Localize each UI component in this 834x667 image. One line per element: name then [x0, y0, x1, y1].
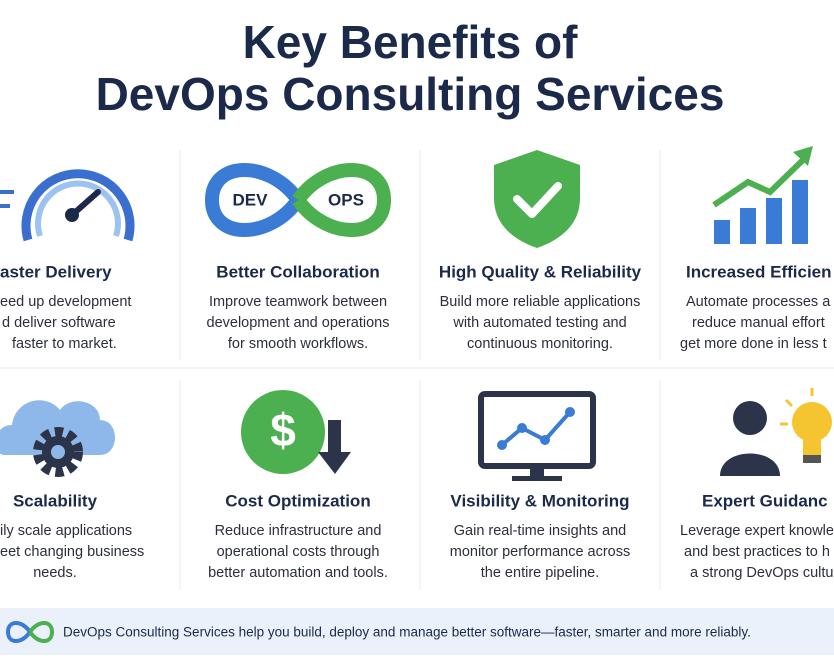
dollar-label: $ [270, 404, 296, 456]
card-heading: Visibility & Monitoring [450, 491, 629, 510]
footer-text: DevOps Consulting Services help you buil… [63, 625, 751, 640]
ops-label: OPS [328, 190, 364, 209]
card-description: and best practices to h [684, 544, 830, 560]
card-description: for smooth workflows. [228, 336, 368, 352]
card-heading: Scalability [13, 491, 98, 510]
footer-band [0, 608, 834, 655]
card-description: Improve teamwork between [209, 294, 387, 310]
card-description: development and operations [207, 315, 390, 331]
monitor-icon [478, 391, 596, 481]
card-description: needs. [33, 565, 77, 581]
card-description: Reduce infrastructure and [215, 523, 382, 539]
growth-icon [712, 146, 813, 244]
card-description: better automation and tools. [208, 565, 388, 581]
card-description: with automated testing and [452, 315, 626, 331]
infinity-icon: DEV OPS [204, 163, 392, 237]
card-description: monitor performance across [450, 544, 631, 560]
card-description: the entire pipeline. [481, 565, 600, 581]
card-description: continuous monitoring. [467, 336, 613, 352]
card-description: reduce manual effort [692, 315, 825, 331]
card-description: ily scale applications [0, 523, 132, 539]
card-dividers [0, 150, 834, 590]
card-heading: Cost Optimization [225, 491, 370, 510]
cloud-gear-icon [0, 400, 115, 477]
card-description: a strong DevOps cultu [690, 565, 833, 581]
shield-icon [494, 150, 580, 248]
card-description: d deliver software [2, 315, 116, 331]
card-description: Build more reliable applications [440, 294, 641, 310]
card-description: faster to market. [12, 336, 117, 352]
card-heading: Expert Guidanc [702, 491, 828, 510]
dev-label: DEV [233, 190, 269, 209]
speedometer-icon [0, 169, 135, 242]
expert-icon [720, 388, 832, 476]
card-description: Gain real-time insights and [454, 523, 626, 539]
card-description: eet changing business [0, 544, 144, 560]
footer-logo [5, 621, 55, 643]
card-heading: Increased Efficien [686, 262, 832, 281]
card-heading: aster Delivery [0, 262, 112, 281]
card-heading: High Quality & Reliability [439, 262, 642, 281]
card-description: operational costs through [217, 544, 380, 560]
cost-icon: $ [241, 390, 351, 474]
card-description: get more done in less t [680, 336, 827, 352]
card-description: Leverage expert knowle [680, 523, 834, 539]
title: DevOps Consulting Services [96, 68, 725, 120]
title: Key Benefits of [243, 16, 579, 68]
card-description: eed up development [0, 294, 131, 310]
card-description: Automate processes a [686, 294, 831, 310]
card-heading: Better Collaboration [216, 262, 379, 281]
